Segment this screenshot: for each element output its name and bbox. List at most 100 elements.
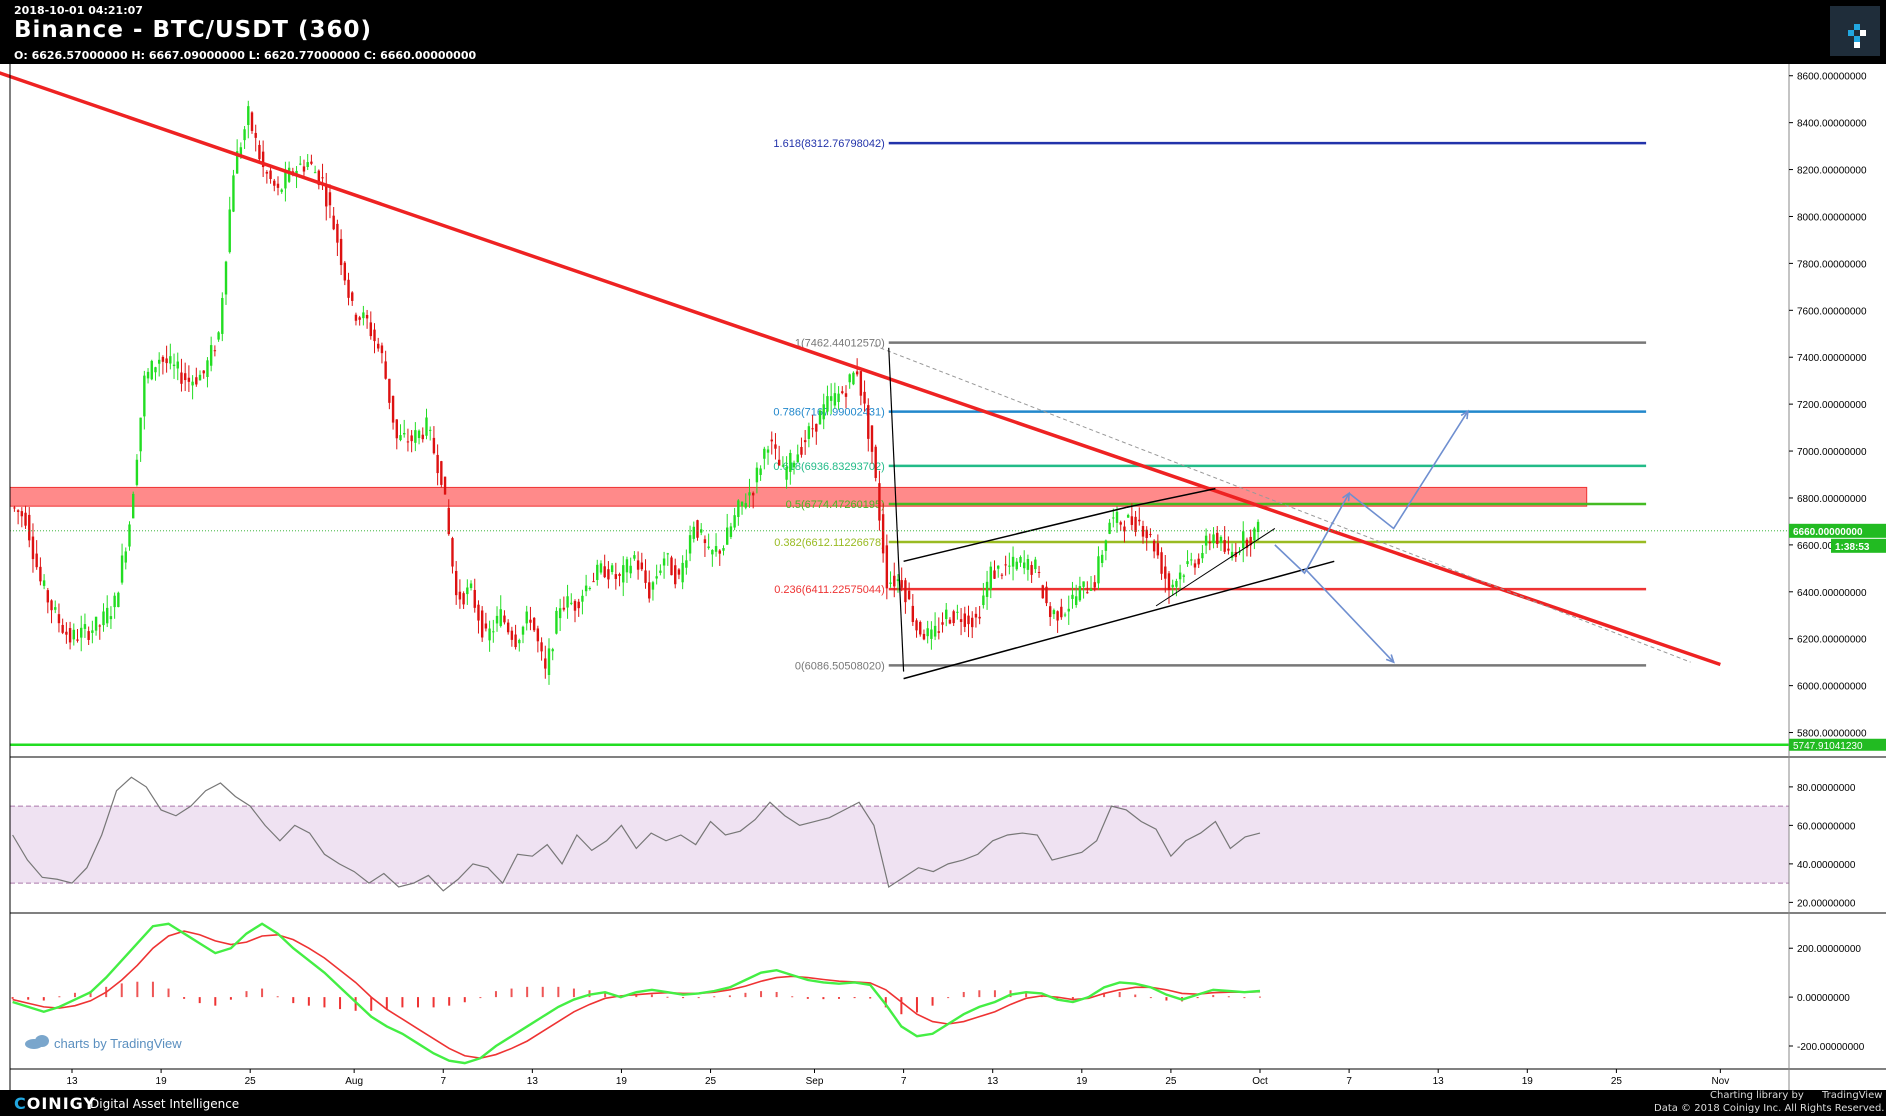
candle-body [157, 359, 161, 364]
tradingview-watermark[interactable]: charts by TradingView [25, 1035, 182, 1051]
coinigy-logo-icon[interactable] [1830, 6, 1880, 56]
candle-body [1190, 559, 1193, 561]
candle-body [254, 132, 257, 138]
candle-body [380, 345, 384, 354]
macd-histogram-bar [526, 986, 529, 998]
candle-body [1238, 551, 1241, 553]
macd-histogram-bar [962, 991, 965, 998]
dashed-trendline[interactable] [873, 345, 1691, 663]
candle-body [328, 192, 332, 206]
candle-body [1156, 543, 1160, 556]
fib-level-label: 1.618(8312.76798042) [773, 138, 884, 150]
macd-histogram-bar [682, 997, 685, 999]
candle-body [722, 548, 725, 551]
candle-body [395, 419, 398, 439]
candle-body [495, 615, 499, 624]
candle-body [1034, 559, 1037, 570]
candle-body [1242, 531, 1245, 549]
wedge-line[interactable] [1155, 528, 1276, 607]
x-tick-label: 25 [705, 1076, 717, 1087]
candle-body [644, 570, 647, 583]
macd-histogram-bar [245, 991, 248, 998]
tradingview-credit[interactable]: TradingView [1822, 1090, 1883, 1101]
candle-body [1219, 536, 1223, 543]
candle-body [1145, 529, 1148, 538]
candle-body [1230, 551, 1234, 558]
macd-histogram-bar [557, 986, 560, 998]
candle-body [900, 580, 903, 588]
candle-body [1078, 586, 1082, 601]
candle-body [1115, 511, 1119, 523]
macd-histogram-bar [1165, 997, 1168, 1001]
candle-body [72, 629, 75, 640]
candle-body [295, 170, 298, 175]
candle-body [150, 360, 153, 380]
macd-histogram-bar [323, 997, 326, 1008]
candle-body [651, 582, 655, 590]
channel-upper-line[interactable] [903, 506, 1127, 563]
candle-body [570, 602, 573, 604]
projection-arrow-up[interactable] [1274, 492, 1350, 575]
x-tick-label: Aug [345, 1076, 363, 1087]
macd-line[interactable] [12, 922, 1261, 1065]
rsi-line[interactable] [12, 776, 1261, 892]
candle-body [659, 570, 662, 573]
candle-body [1067, 608, 1070, 612]
price-tick-label: 7600.00000000 [1797, 306, 1867, 317]
price-pane[interactable]: 1(7462.44012570) 0.786(7167.99002431) 0.61… [0, 64, 1789, 747]
candle-body [1126, 514, 1130, 518]
candle-body [614, 574, 618, 579]
drop-line[interactable] [888, 347, 905, 672]
candle-body [833, 393, 837, 406]
candle-body [332, 215, 335, 230]
candle-body [146, 371, 150, 379]
coinigy-brand[interactable]: COINIGY [14, 1094, 96, 1113]
x-tick-label: 25 [1611, 1076, 1623, 1087]
candle-body [354, 314, 358, 321]
candle-body [907, 590, 911, 600]
projection-arrow-down[interactable] [1303, 567, 1395, 663]
support-label: 5747.91041230 [1793, 741, 1863, 752]
candle-body [165, 358, 168, 364]
candle-body [855, 371, 859, 375]
macd-pane[interactable] [11, 922, 1261, 1065]
candle-body [202, 370, 205, 374]
macd-histogram-bar [947, 997, 950, 999]
candle-body [109, 616, 113, 620]
candle-body [933, 625, 937, 637]
candle-body [622, 565, 625, 583]
chart-area[interactable]: 1(7462.44012570) 0.786(7167.99002431) 0.61… [0, 64, 1886, 1090]
descending-trendline[interactable] [0, 64, 1721, 667]
x-tick-label: 7 [440, 1076, 446, 1087]
candle-body [770, 439, 773, 442]
candle-body [807, 426, 811, 439]
candle-body [785, 467, 788, 480]
macd-tick-label: 0.00000000 [1797, 993, 1850, 1004]
candle-body [388, 378, 391, 403]
x-tick-label: 25 [1165, 1076, 1177, 1087]
candle-body [551, 649, 554, 652]
candle-body [499, 609, 502, 626]
channel-lower-line[interactable] [903, 560, 1335, 680]
candle-body [956, 611, 959, 613]
candle-body [228, 209, 231, 253]
candle-body [759, 468, 762, 475]
candle-body [39, 566, 42, 582]
footer: COINIGY Digital Asset Intelligence Chart… [0, 1090, 1886, 1116]
candle-body [662, 558, 666, 566]
channel-upper-extension[interactable] [1126, 487, 1216, 509]
candle-body [592, 581, 595, 583]
candle-body [1052, 610, 1056, 615]
macd-histogram-bar [417, 997, 420, 1008]
rsi-pane[interactable] [10, 776, 1789, 892]
candle-body [432, 437, 436, 454]
projection-arrow-up-target[interactable] [1348, 410, 1469, 530]
candle-body [562, 607, 566, 610]
candle-body [302, 166, 306, 172]
macd-histogram-bar [744, 992, 747, 998]
macd-histogram-bar [884, 997, 887, 1008]
price-tick-label: 7800.00000000 [1797, 259, 1867, 270]
candle-body [1164, 566, 1167, 579]
macd-histogram-bar [1196, 997, 1199, 999]
candle-body [462, 593, 465, 605]
